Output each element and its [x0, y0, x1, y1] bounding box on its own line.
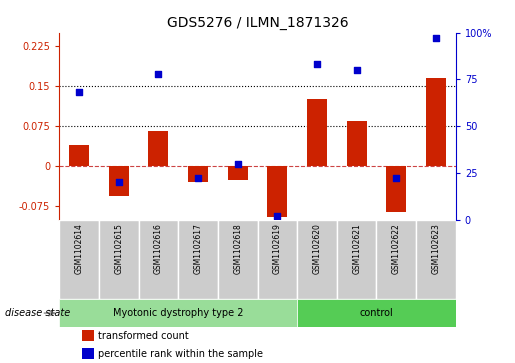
Bar	[218, 220, 258, 299]
Bar	[258, 220, 297, 299]
Text: GSM1102621: GSM1102621	[352, 224, 361, 274]
Text: control: control	[359, 308, 393, 318]
Text: percentile rank within the sample: percentile rank within the sample	[98, 349, 263, 359]
Bar	[297, 299, 456, 327]
Text: GSM1102620: GSM1102620	[313, 224, 321, 274]
Bar	[178, 220, 218, 299]
Text: GSM1102614: GSM1102614	[75, 224, 83, 274]
Bar	[109, 166, 129, 196]
Bar	[307, 99, 327, 166]
Bar	[386, 166, 406, 212]
Bar	[297, 220, 337, 299]
Bar	[82, 330, 94, 341]
Text: transformed count: transformed count	[98, 331, 188, 341]
Bar	[188, 166, 208, 182]
Point	[392, 176, 401, 182]
Bar	[69, 145, 89, 166]
Text: GSM1102618: GSM1102618	[233, 224, 242, 274]
Title: GDS5276 / ILMN_1871326: GDS5276 / ILMN_1871326	[167, 16, 348, 30]
Bar	[59, 220, 99, 299]
Text: GSM1102619: GSM1102619	[273, 224, 282, 274]
Bar	[228, 166, 248, 180]
Point	[313, 62, 321, 68]
Point	[194, 176, 202, 182]
Bar	[99, 220, 139, 299]
Bar	[426, 78, 446, 166]
Text: GSM1102617: GSM1102617	[194, 224, 202, 274]
Point	[352, 67, 360, 73]
Point	[432, 35, 440, 41]
Text: GSM1102615: GSM1102615	[114, 224, 123, 274]
Point	[75, 90, 83, 95]
Point	[273, 213, 281, 219]
Bar	[376, 220, 416, 299]
Point	[114, 179, 123, 185]
Bar	[347, 121, 367, 166]
Point	[234, 160, 242, 166]
Bar	[416, 220, 456, 299]
Bar	[337, 220, 376, 299]
Bar	[139, 220, 178, 299]
Text: GSM1102623: GSM1102623	[432, 224, 440, 274]
Text: Myotonic dystrophy type 2: Myotonic dystrophy type 2	[113, 308, 244, 318]
Point	[154, 71, 163, 77]
Text: disease state: disease state	[5, 308, 71, 318]
Text: GSM1102616: GSM1102616	[154, 224, 163, 274]
Bar	[148, 131, 168, 166]
Bar	[267, 166, 287, 217]
Bar	[59, 299, 297, 327]
Bar	[82, 348, 94, 359]
Text: GSM1102622: GSM1102622	[392, 224, 401, 274]
